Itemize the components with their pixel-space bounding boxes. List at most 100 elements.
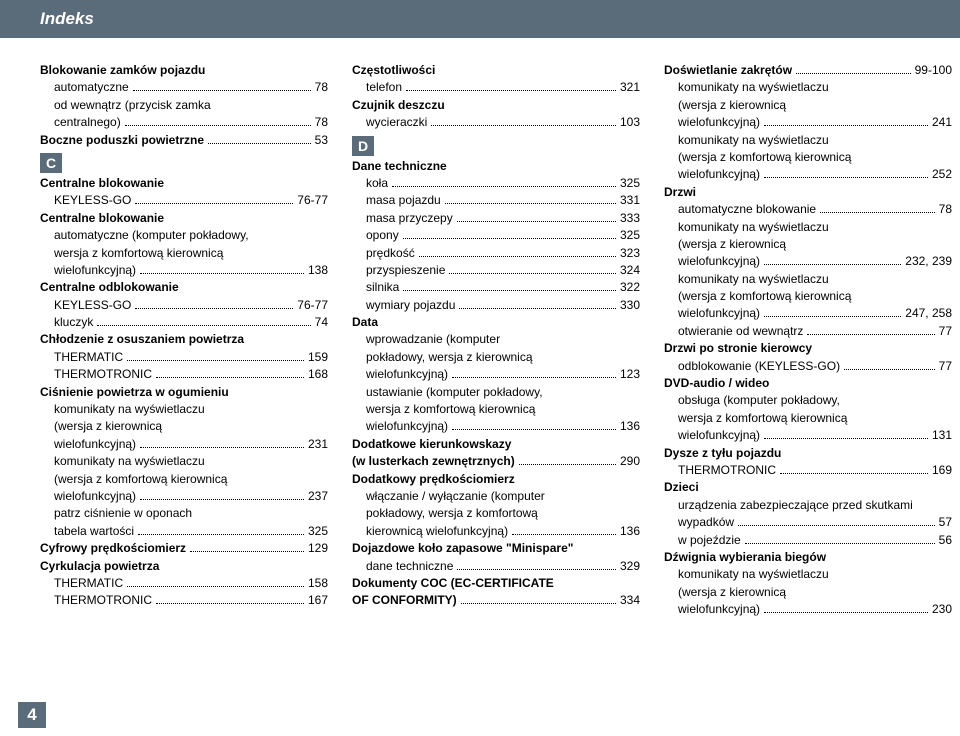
index-heading: DVD-audio / wideo [664, 375, 952, 392]
leader-dots [844, 360, 935, 370]
index-entry-label: opony [366, 227, 399, 244]
index-entry: THERMOTRONIC169 [664, 462, 952, 479]
index-entry-label: tabela wartości [54, 523, 134, 540]
index-entry-page: 325 [620, 175, 640, 192]
index-entry-label: masa pojazdu [366, 192, 441, 209]
index-entry-label: wycieraczki [366, 114, 427, 131]
index-entry-label: Doświetlanie zakrętów [664, 62, 792, 79]
index-entry-label: masa przyczepy [366, 210, 453, 227]
index-entry-page: 237 [308, 488, 328, 505]
index-heading: Drzwi [664, 184, 952, 201]
index-line: wprowadzanie (komputer [352, 331, 640, 348]
index-entry: tabela wartości325 [40, 523, 328, 540]
leader-dots [449, 264, 616, 274]
index-entry: wielofunkcyjną)237 [40, 488, 328, 505]
index-entry-page: 99-100 [915, 62, 952, 79]
index-entry: w pojeździe56 [664, 532, 952, 549]
leader-dots [419, 247, 616, 257]
index-entry-label: wymiary pojazdu [366, 297, 455, 314]
index-entry: kierownicą wielofunkcyjną)136 [352, 523, 640, 540]
index-entry: wielofunkcyjną)232, 239 [664, 253, 952, 270]
index-entry-label: wielofunkcyjną) [678, 253, 760, 270]
index-entry-page: 252 [932, 166, 952, 183]
index-entry-label: dane techniczne [366, 558, 453, 575]
index-entry: Boczne poduszki powietrzne53 [40, 132, 328, 149]
index-entry: wielofunkcyjną)138 [40, 262, 328, 279]
index-entry-page: 323 [620, 245, 640, 262]
index-entry-page: 57 [939, 514, 952, 531]
index-heading: Dokumenty COC (EC-CERTIFICATE [352, 575, 640, 592]
leader-dots [512, 525, 616, 535]
index-entry-label: kierownicą wielofunkcyjną) [366, 523, 508, 540]
index-line: (wersja z komfortową kierownicą [40, 471, 328, 488]
index-entry-label: centralnego) [54, 114, 121, 131]
leader-dots [820, 204, 935, 214]
index-entry: wielofunkcyjną)252 [664, 166, 952, 183]
leader-dots [97, 316, 310, 326]
index-entry: dane techniczne329 [352, 558, 640, 575]
leader-dots [445, 195, 616, 205]
index-entry: automatyczne blokowanie78 [664, 201, 952, 218]
leader-dots [135, 195, 293, 205]
index-entry: przyspieszenie324 [352, 262, 640, 279]
index-entry-label: THERMATIC [54, 575, 123, 592]
index-entry: KEYLESS-GO76-77 [40, 297, 328, 314]
leader-dots [764, 117, 928, 127]
index-entry-label: wielofunkcyjną) [366, 366, 448, 383]
leader-dots [138, 525, 304, 535]
index-heading: Drzwi po stronie kierowcy [664, 340, 952, 357]
index-entry-page: 138 [308, 262, 328, 279]
leader-dots [403, 282, 616, 292]
index-entry-page: 123 [620, 366, 640, 383]
index-entry-page: 74 [315, 314, 328, 331]
index-entry: (w lusterkach zewnętrznych)290 [352, 453, 640, 470]
section-letter: D [352, 136, 374, 156]
index-entry-page: 230 [932, 601, 952, 618]
index-content: Blokowanie zamków pojazduautomatyczne78o… [0, 38, 960, 619]
index-entry: wypadków57 [664, 514, 952, 531]
index-entry-label: THERMOTRONIC [54, 366, 152, 383]
leader-dots [156, 369, 304, 379]
index-line: wersja z komfortową kierownicą [664, 410, 952, 427]
index-entry-label: Cyfrowy prędkościomierz [40, 540, 186, 557]
index-column-3: Doświetlanie zakrętów 99-100 komunikaty na… [664, 62, 952, 619]
index-line: ustawianie (komputer pokładowy, [352, 384, 640, 401]
index-entry-label: koła [366, 175, 388, 192]
index-heading: Dane techniczne [352, 158, 640, 175]
index-heading: Chłodzenie z osuszaniem powietrza [40, 331, 328, 348]
index-entry-page: 77 [939, 323, 952, 340]
index-entry-page: 131 [932, 427, 952, 444]
leader-dots [764, 604, 928, 614]
index-entry: KEYLESS-GO76-77 [40, 192, 328, 209]
leader-dots [764, 308, 901, 318]
index-entry-page: 78 [315, 114, 328, 131]
index-entry-label: wielofunkcyjną) [678, 305, 760, 322]
index-line: pokładowy, wersja z kierownicą [352, 349, 640, 366]
index-entry: silnika322 [352, 279, 640, 296]
index-heading: Dojazdowe koło zapasowe "Minispare" [352, 540, 640, 557]
index-entry-label: przyspieszenie [366, 262, 445, 279]
index-heading: Blokowanie zamków pojazdu [40, 62, 328, 79]
index-line: komunikaty na wyświetlaczu [664, 271, 952, 288]
index-line: (wersja z kierownicą [664, 236, 952, 253]
leader-dots [190, 543, 304, 553]
index-line: (wersja z kierownicą [664, 584, 952, 601]
page-number: 4 [18, 702, 46, 728]
index-entry: THERMATIC159 [40, 349, 328, 366]
index-entry: wielofunkcyjną)230 [664, 601, 952, 618]
leader-dots [140, 438, 304, 448]
index-entry-page: 167 [308, 592, 328, 609]
leader-dots [519, 456, 616, 466]
index-line: komunikaty na wyświetlaczu [40, 453, 328, 470]
leader-dots [764, 256, 901, 266]
index-line: obsługa (komputer pokładowy, [664, 392, 952, 409]
index-entry: Cyfrowy prędkościomierz129 [40, 540, 328, 557]
index-entry-label: otwieranie od wewnątrz [678, 323, 803, 340]
index-entry-label: wielofunkcyjną) [678, 114, 760, 131]
index-heading: Centralne blokowanie [40, 175, 328, 192]
leader-dots [807, 325, 934, 335]
index-line: (wersja z kierownicą [40, 418, 328, 435]
leader-dots [780, 464, 928, 474]
index-entry-label: prędkość [366, 245, 415, 262]
index-line: patrz ciśnienie w oponach [40, 505, 328, 522]
